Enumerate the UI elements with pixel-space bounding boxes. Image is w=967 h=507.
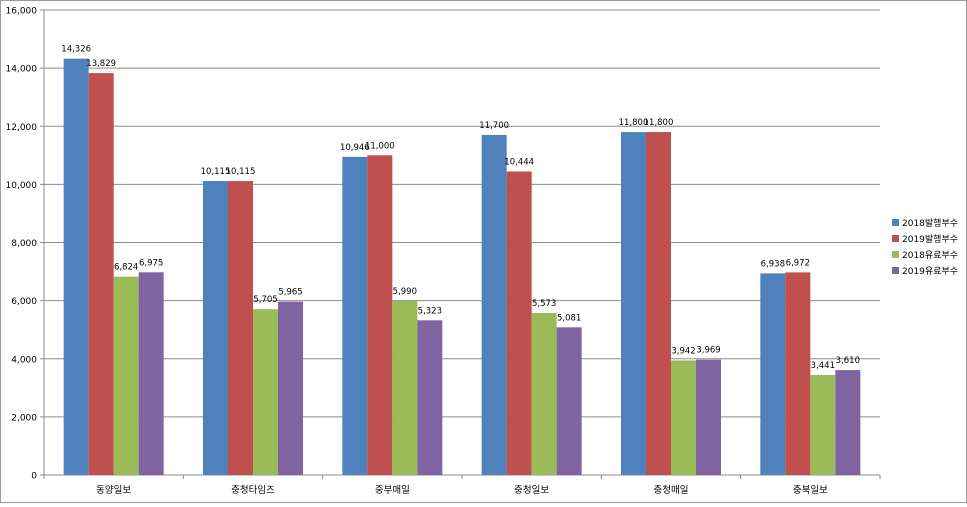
bar [506, 171, 532, 475]
y-tick-label: 4,000 [11, 355, 37, 365]
bar [342, 156, 368, 475]
y-tick-label: 16,000 [6, 7, 38, 17]
legend-label: 2018발행부수 [902, 217, 958, 229]
gridlines [44, 9, 880, 476]
legend: 2018발행부수 2019발행부수 2018유료부수 2019유료부수 [892, 217, 958, 277]
bar-value-label: 6,938 [761, 259, 785, 269]
bar [696, 359, 721, 475]
bar-value-label: 5,965 [278, 288, 302, 298]
bar-value-label: 5,705 [253, 295, 277, 305]
axes: 0 2,000 4,000 6,000 8,000 10,000 12,000 14,000 1… [6, 7, 881, 496]
y-tick-label: 12,000 [6, 123, 38, 133]
x-tick-label: 충청일보 [514, 485, 549, 496]
legend-swatch [892, 267, 899, 274]
bar [531, 313, 557, 475]
legend-label: 2018유료부수 [902, 250, 958, 261]
bar [835, 370, 861, 475]
y-tick-label: 10,000 [6, 181, 38, 191]
bar-value-label: 13,829 [86, 59, 116, 69]
bar-value-label: 10,444 [504, 157, 534, 167]
legend-label: 2019발행부수 [902, 233, 958, 245]
bar-value-label: 11,700 [479, 121, 509, 131]
bar-value-label: 14,326 [61, 45, 91, 55]
bar-value-label: 3,942 [671, 346, 695, 356]
y-tick-label: 8,000 [11, 239, 37, 249]
bar-value-label: 3,969 [696, 346, 720, 356]
x-tick-label: 중부매일 [375, 485, 410, 496]
legend-swatch [892, 235, 899, 242]
y-tick-label: 0 [31, 472, 37, 482]
bar-value-label: 6,824 [114, 263, 138, 273]
bar [253, 309, 278, 475]
bar-value-label: 6,972 [786, 258, 810, 268]
x-tick-label: 충북일보 [793, 485, 828, 496]
bar-value-label: 5,323 [418, 306, 442, 316]
bar-value-label: 5,573 [532, 299, 556, 309]
bar [785, 272, 811, 475]
legend-label: 2019유료부수 [902, 266, 958, 277]
bar [228, 181, 253, 475]
bar-value-label: 6,975 [139, 258, 163, 268]
y-tick-label: 2,000 [11, 413, 37, 423]
bar-value-label: 5,990 [393, 287, 417, 297]
bar [810, 374, 836, 475]
bar-value-label: 11,800 [619, 118, 649, 128]
bar [113, 276, 139, 475]
bars [63, 58, 861, 475]
bar [278, 301, 303, 475]
bar [481, 134, 507, 475]
x-tick-label: 동양일보 [96, 485, 131, 496]
bar-value-label: 3,610 [836, 356, 860, 366]
bar [138, 272, 164, 475]
y-tick-label: 6,000 [11, 297, 37, 307]
bar [203, 181, 228, 475]
x-tick-label: 충청타임즈 [231, 484, 275, 496]
bar-value-label: 10,115 [201, 167, 231, 177]
bar-value-label: 3,441 [811, 361, 835, 371]
legend-swatch [892, 219, 899, 226]
bar-value-label: 11,800 [644, 118, 674, 128]
bar [621, 132, 646, 475]
bar-value-label: 10,115 [226, 167, 256, 177]
bar [646, 132, 671, 475]
bar-value-label: 10,946 [340, 143, 370, 153]
x-tick-label: 충청매일 [654, 485, 689, 496]
bar [392, 300, 418, 475]
bar [88, 73, 114, 475]
bar [671, 360, 696, 475]
bar [367, 155, 393, 475]
y-tick-label: 14,000 [6, 65, 38, 75]
bar [556, 327, 582, 475]
bar [417, 320, 443, 475]
bar-value-label: 11,000 [365, 141, 395, 151]
bar-value-label: 5,081 [557, 313, 581, 323]
legend-swatch [892, 251, 899, 258]
bar [63, 58, 89, 475]
bar [760, 273, 786, 475]
